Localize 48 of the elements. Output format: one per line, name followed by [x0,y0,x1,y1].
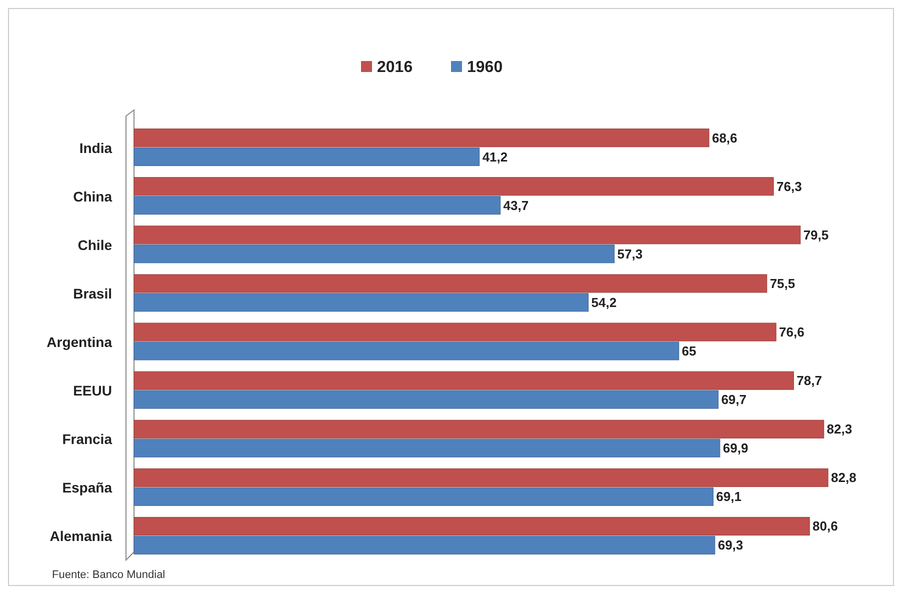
y-tick-label: Argentina [46,334,112,350]
bar [134,438,720,458]
bar [134,244,615,264]
legend-label: 1960 [467,59,503,76]
bar [134,371,794,390]
data-label: 54,2 [591,294,617,310]
source-note: Fuente: Banco Mundial [52,569,166,581]
data-label: 69,3 [718,538,744,553]
y-tick-label: China [73,188,112,204]
y-tick-label: Alemania [50,528,112,544]
data-label: 76,3 [776,178,802,194]
data-label: 69,9 [722,440,748,456]
bar [134,536,716,554]
bar [134,342,680,360]
data-label: 75,5 [770,276,796,291]
bar [134,128,710,148]
data-label: 82,3 [826,422,852,437]
y-tick-label: India [79,140,112,156]
data-label: 78,7 [796,373,822,388]
bar [134,293,589,312]
y-tick-label: Francia [62,431,112,448]
bar [134,516,810,536]
data-label: 41,2 [482,149,508,164]
bar [134,322,776,342]
y-tick-label: Brasil [73,285,112,302]
data-label: 79,5 [803,227,829,242]
bar [134,487,714,506]
y-tick-label: España [62,480,112,496]
data-label: 57,3 [617,246,643,262]
bar [134,274,768,293]
y-tick-label: EEUU [73,382,112,399]
y-tick-label: Chile [78,236,112,253]
data-label: 65 [682,343,696,358]
bar [134,468,828,487]
data-label: 76,6 [779,324,804,340]
bar [134,177,774,196]
data-label: 68,6 [712,130,738,146]
data-label: 80,6 [812,518,838,534]
data-label: 69,1 [716,489,742,504]
bar [134,226,801,244]
data-label: 43,7 [503,198,529,213]
bar [134,420,824,438]
data-label: 82,8 [831,470,856,486]
bar [134,147,480,166]
bar [134,196,501,215]
data-label: 69,7 [721,392,747,408]
bar [134,390,718,409]
legend-label: 2016 [377,59,413,76]
